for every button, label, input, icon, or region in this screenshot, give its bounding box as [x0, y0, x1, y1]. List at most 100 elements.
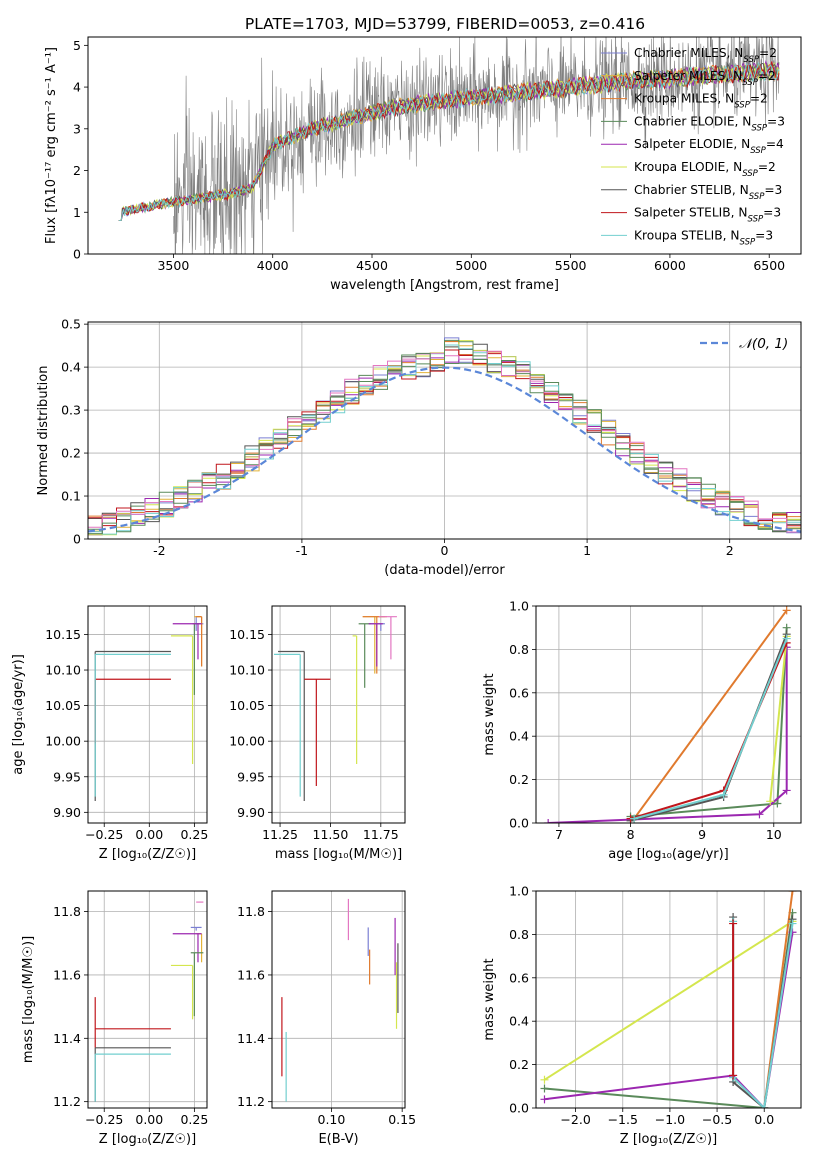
x-axis-label: (data-model)/error	[384, 563, 505, 578]
errorbar-point	[94, 1047, 171, 1102]
errorbar-point	[190, 952, 204, 1017]
plot-area-age_vs_mass	[274, 616, 397, 801]
x-tick-label: 2	[726, 543, 734, 558]
errorbar-point	[94, 997, 171, 1048]
weight-marker	[773, 799, 782, 808]
errorbar-point	[196, 933, 203, 963]
y-tick-label: 0.4	[509, 1014, 529, 1029]
errorbar-point	[368, 623, 383, 667]
panel-age_vs_Z: −0.25 0.00 0.25 9.90 9.95 10.00 10.05 10.10 10.1…	[11, 605, 208, 862]
x-tick-label: 0.10	[318, 1112, 346, 1127]
y-tick-label: 10.05	[45, 698, 81, 713]
x-tick-label: −0.25	[85, 827, 123, 842]
panel-age_vs_mass: 11.25 11.50 11.75 9.90 9.95 10.00 10.05 10.10 10…	[229, 605, 406, 862]
errorbar-point	[94, 650, 171, 801]
weight-series	[732, 917, 794, 1108]
x-tick-label: −2.0	[560, 1112, 590, 1127]
x-tick-label: 0	[441, 543, 449, 558]
y-tick-label: 0	[73, 532, 81, 547]
x-tick-label: 6000	[654, 258, 686, 273]
weight-series	[633, 609, 788, 820]
errorbar-point	[170, 964, 194, 1020]
y-tick-label: 0	[73, 247, 81, 262]
y-axis-label: mass weight	[482, 958, 497, 1040]
y-axis-label: mass [log₁₀(M/M☉)]	[21, 936, 36, 1063]
y-tick-label: 9.95	[53, 769, 81, 784]
errorbar-point	[94, 678, 171, 744]
y-tick-label: 0.6	[509, 685, 529, 700]
x-tick-label: -1	[296, 543, 308, 558]
legend-entry: Salpeter ELODIE, NSSP=4	[634, 137, 784, 156]
weight-marker	[782, 606, 791, 615]
weight-series	[630, 627, 788, 818]
x-axis-label: Z [log₁₀(Z/Z☉)]	[99, 847, 196, 862]
weight-series	[633, 638, 788, 820]
legend-entry: Kroupa ELODIE, NSSP=2	[634, 160, 776, 179]
y-tick-label: 1	[73, 205, 81, 220]
model-spectrum-kroupa-stelib	[118, 61, 780, 222]
y-tick-label: 0.8	[509, 927, 529, 942]
weight-series	[732, 921, 794, 1108]
x-tick-label: 0.25	[180, 1112, 208, 1127]
legend-entry: Chabrier STELIB, NSSP=3	[634, 183, 782, 202]
x-tick-label: 0.00	[135, 827, 163, 842]
panel-residuals: -2 -1 0 1 2 0 0.1 0.2 0.3 0.4 0.5 (data-model)/erro…	[36, 317, 802, 578]
y-tick-label: 11.8	[237, 904, 265, 919]
legend-entry: Kroupa MILES, NSSP=2	[634, 92, 768, 111]
plot-area-residuals	[88, 337, 801, 536]
x-tick-label: 11.50	[313, 827, 349, 842]
y-tick-label: 11.2	[237, 1094, 265, 1109]
weight-marker	[788, 891, 797, 895]
axes-frame	[87, 890, 208, 1109]
x-tick-label: 0.00	[135, 1112, 163, 1127]
y-tick-label: 0.2	[509, 772, 529, 787]
y-tick-label: 9.90	[237, 805, 265, 820]
errorbar-point	[352, 635, 358, 764]
errorbar-point	[94, 1053, 171, 1102]
plot-area-spectrum	[118, 37, 780, 254]
y-tick-label: 0.2	[509, 1057, 529, 1072]
y-tick-label: 10.15	[229, 627, 265, 642]
weight-marker	[540, 1075, 549, 1084]
y-axis-label: Normed distribution	[36, 366, 51, 496]
axes-frame	[271, 605, 406, 824]
y-tick-label: 0.6	[509, 970, 529, 985]
panel-spectrum: 3500 4000 4500 5000 5500 6000 6500 0 1 2 3 4 5 wavele…	[44, 36, 802, 293]
x-tick-label: 7	[555, 827, 563, 842]
errorbar-point	[94, 653, 171, 797]
x-tick-label: 4500	[356, 258, 388, 273]
errorbar-point	[172, 933, 202, 963]
panel-mass_vs_ebv: 0.10 0.15 11.2 11.4 11.6 11.8 E(B-V)	[237, 890, 416, 1147]
y-tick-label: 10.00	[229, 734, 265, 749]
plot-area-mass_vs_Z	[94, 901, 204, 1102]
residual-histogram	[88, 339, 801, 535]
weight-marker	[540, 1084, 549, 1093]
x-tick-label: 0.25	[180, 827, 208, 842]
x-tick-label: −1.0	[655, 1112, 685, 1127]
weight-marker	[540, 1095, 549, 1104]
errorbar-point	[190, 926, 202, 931]
plot-area-age_vs_Z	[94, 616, 204, 801]
y-tick-label: 0.0	[509, 816, 529, 831]
x-tick-label: 6500	[753, 258, 785, 273]
y-tick-label: 10.00	[45, 734, 81, 749]
legend-entry: Chabrier MILES, NSSP=2	[634, 46, 777, 65]
errorbar-point	[172, 623, 202, 660]
weight-marker	[782, 634, 791, 643]
weight-series	[543, 920, 794, 1081]
legend-entry: Chabrier ELODIE, NSSP=3	[634, 114, 785, 133]
y-axis-label: mass weight	[482, 673, 497, 755]
weight-marker	[729, 919, 738, 928]
x-tick-label: 4000	[257, 258, 289, 273]
errorbar-point	[362, 616, 385, 674]
y-tick-label: 5	[73, 38, 81, 53]
panel-weight_vs_Z: −2.0 −1.5 −1.0 −0.5 0.0 0.0 0.2 0.4 0.6 0.8 1.0 Z […	[482, 884, 802, 1147]
weight-series	[544, 932, 794, 1108]
weight-marker	[788, 919, 797, 928]
y-tick-label: 2	[73, 163, 81, 178]
axes-frame	[535, 890, 802, 1109]
x-axis-label: E(B-V)	[318, 1132, 358, 1147]
y-tick-label: 1.0	[509, 599, 529, 614]
plot-area-weight_vs_Z	[540, 891, 797, 1108]
